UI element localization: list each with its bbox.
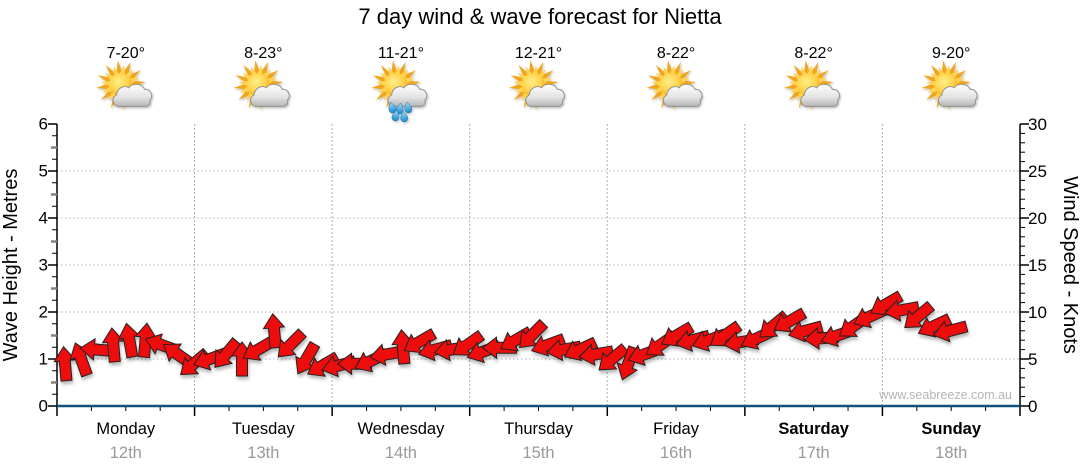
day-temperature-label: 7-20°	[107, 45, 145, 62]
wind-arrow	[295, 340, 321, 375]
day-temperature-label: 12-21°	[515, 45, 562, 62]
wind-arrow	[884, 299, 920, 322]
sun-cloud-rain-icon	[371, 60, 428, 123]
wind-arrow	[518, 318, 549, 349]
day-date-label: 15th	[522, 444, 554, 462]
sun-cloud-icon	[921, 60, 978, 110]
day-name-label: Thursday	[504, 420, 574, 438]
raindrop-icon	[400, 110, 408, 123]
wave-axis-tick-label: 5	[39, 162, 48, 181]
day-date-label: 18th	[935, 444, 967, 462]
sun-cloud-icon	[646, 60, 703, 110]
day-date-label: 17th	[798, 444, 830, 462]
wind-arrow	[787, 320, 824, 343]
day-date-label: 14th	[385, 444, 417, 462]
watermark: www.seabreeze.com.au	[878, 388, 1012, 402]
wave-axis-tick-label: 6	[39, 115, 48, 134]
raindrop-icon	[391, 109, 400, 122]
sun-cloud-icon	[508, 60, 565, 110]
day-name-label: Saturday	[778, 420, 849, 438]
day-name-label: Wednesday	[358, 420, 446, 438]
wind-arrow	[277, 328, 307, 358]
wind-axis-tick-label: 30	[1028, 115, 1047, 134]
raindrop-icon	[388, 101, 397, 114]
wind-arrow	[452, 329, 486, 356]
wave-axis-tick-label: 1	[39, 350, 48, 369]
sun-cloud-icon	[233, 60, 290, 110]
day-date-label: 13th	[247, 444, 279, 462]
sun-cloud-icon	[96, 60, 153, 110]
wind-arrow	[578, 343, 615, 367]
wind-arrow	[661, 321, 695, 347]
raindrop-icon	[404, 101, 413, 114]
wind-axis-tick-label: 20	[1028, 209, 1047, 228]
day-name-label: Friday	[653, 420, 700, 438]
day-temperature-label: 9-20°	[932, 45, 970, 62]
sun-cloud-icon	[783, 60, 840, 110]
day-temperature-label: 11-21°	[378, 45, 424, 62]
wave-axis-tick-label: 0	[39, 397, 48, 416]
day-date-label: 12th	[110, 444, 142, 462]
wind-arrow	[117, 322, 141, 359]
wave-axis-tick-label: 2	[39, 303, 48, 322]
wind-arrow	[904, 300, 936, 329]
wind-arrow	[242, 335, 277, 361]
wind-arrow	[403, 328, 438, 354]
wave-axis-title: Wave Height - Metres	[0, 169, 22, 362]
wind-axis-tick-label: 5	[1028, 350, 1037, 369]
wind-axis-tick-label: 0	[1028, 397, 1037, 416]
day-name-label: Sunday	[921, 420, 981, 438]
wave-axis-tick-label: 3	[39, 256, 48, 275]
wind-arrow	[391, 329, 415, 365]
day-name-label: Tuesday	[232, 420, 295, 438]
wind-axis-title: Wind Speed - Knots	[1059, 176, 1080, 354]
wind-axis-tick-label: 15	[1028, 256, 1047, 275]
day-temperature-label: 8-22°	[657, 45, 695, 62]
page-title: 7 day wind & wave forecast for Nietta	[358, 4, 722, 29]
wind-arrow	[932, 320, 969, 343]
wind-arrow	[101, 327, 125, 363]
day-temperature-label: 8-22°	[794, 45, 832, 62]
day-name-label: Monday	[96, 420, 155, 438]
raindrop-icon	[395, 102, 404, 115]
wave-axis-tick-label: 4	[39, 209, 48, 228]
wind-arrow	[917, 313, 953, 338]
wind-arrow	[598, 343, 630, 371]
chart-generated-content: 0 1 2 3 4 5 6 0 5 10 15 20 25 30 7-20° Monday 12th 8-23° T…	[39, 45, 1047, 462]
day-temperature-label: 8-23°	[244, 45, 282, 62]
wind-axis-tick-label: 10	[1028, 303, 1047, 322]
wind-axis-tick-label: 25	[1028, 162, 1047, 181]
wind-arrow	[214, 337, 242, 368]
wind-arrow	[134, 322, 158, 359]
wind-arrow	[53, 345, 77, 382]
day-date-label: 16th	[660, 444, 692, 462]
wind-arrow	[773, 307, 808, 333]
wind-arrow-series	[53, 290, 969, 382]
